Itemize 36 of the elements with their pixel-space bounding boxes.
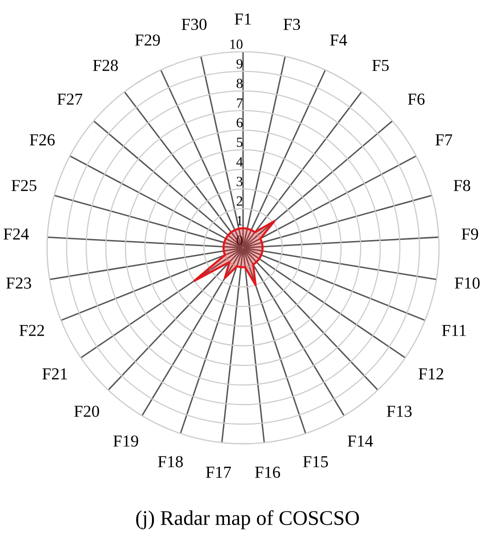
spoke-label: F17 — [206, 466, 231, 478]
y-tick-label: 2 — [236, 196, 242, 206]
spoke-label: F29 — [135, 34, 160, 46]
spoke-label: F4 — [330, 34, 348, 46]
spoke-label: F12 — [418, 368, 444, 380]
y-tick-label: 10 — [230, 40, 243, 49]
spoke-label: F1 — [234, 14, 251, 25]
spoke-label: F18 — [158, 456, 183, 468]
spoke-label: F26 — [30, 134, 55, 146]
spoke-label: F21 — [42, 368, 67, 380]
spoke-label: F19 — [113, 435, 138, 447]
spoke-label: F16 — [255, 466, 280, 478]
spoke-label: F8 — [454, 180, 470, 192]
spoke-label: F30 — [182, 18, 207, 30]
spoke-label: F20 — [74, 406, 100, 417]
y-tick-label: 8 — [236, 78, 243, 88]
spoke-label: F3 — [284, 18, 300, 30]
spoke-label: F10 — [454, 277, 480, 289]
spoke-label: F13 — [386, 406, 412, 417]
spoke-label: F7 — [436, 134, 452, 146]
spoke-label: F23 — [6, 278, 32, 289]
text: (j) Radar map of COSCSO — [136, 510, 359, 530]
spoke-label: F9 — [462, 228, 478, 240]
y-tick-label: 5 — [236, 138, 242, 147]
spoke-label: F6 — [408, 94, 425, 105]
spoke-label: F14 — [348, 436, 373, 447]
y-tick-label: 9 — [236, 59, 242, 69]
spoke-label: F5 — [372, 60, 389, 72]
spoke-label: F28 — [93, 60, 118, 72]
spoke-label: F22 — [19, 324, 44, 336]
spoke-label: F11 — [442, 324, 466, 336]
spoke-label: F15 — [303, 456, 328, 468]
spoke-label: F25 — [12, 180, 36, 192]
y-tick-label: 3 — [236, 176, 242, 186]
spoke-label: F24 — [4, 228, 29, 240]
spoke-label: F27 — [57, 94, 82, 105]
